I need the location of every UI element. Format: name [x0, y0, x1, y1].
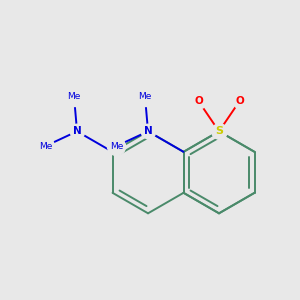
Text: O: O — [194, 96, 203, 106]
Text: S: S — [215, 126, 223, 136]
Text: N: N — [73, 126, 81, 136]
Text: Me: Me — [110, 142, 123, 151]
Text: Me: Me — [67, 92, 81, 101]
Text: Me: Me — [138, 92, 152, 101]
Text: O: O — [235, 96, 244, 106]
Text: Me: Me — [39, 142, 52, 151]
Text: N: N — [144, 126, 152, 136]
